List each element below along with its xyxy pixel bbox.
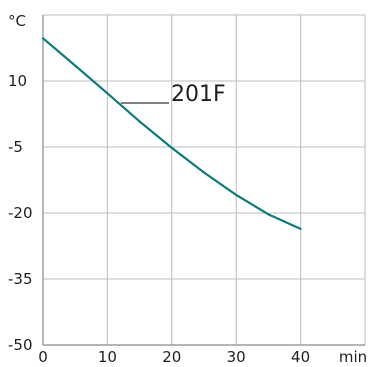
chart-axes	[42, 15, 365, 346]
chart-series	[41, 37, 302, 230]
y-tick-label: -50	[8, 336, 33, 354]
series-line	[41, 37, 302, 230]
x-tick-label: 40	[291, 348, 310, 366]
y-tick-label: -20	[8, 204, 33, 222]
y-tick-label: -5	[8, 138, 23, 156]
x-tick-label: 20	[162, 348, 181, 366]
x-unit-label: min	[339, 348, 367, 366]
x-tick-label: 0	[38, 348, 48, 366]
y-unit-label: °C	[8, 12, 26, 30]
chart-grid	[42, 14, 366, 346]
series-label: 201F	[171, 82, 226, 107]
plot-frame	[42, 14, 366, 346]
y-tick-label: -35	[8, 270, 33, 288]
x-tick-label: 10	[98, 348, 117, 366]
x-tick-label: 30	[227, 348, 246, 366]
chart-labels: 10 -5 -20 -35 -50 0 10 20 30 40 °C min 201F	[8, 12, 367, 366]
y-tick-label: 10	[8, 72, 27, 90]
